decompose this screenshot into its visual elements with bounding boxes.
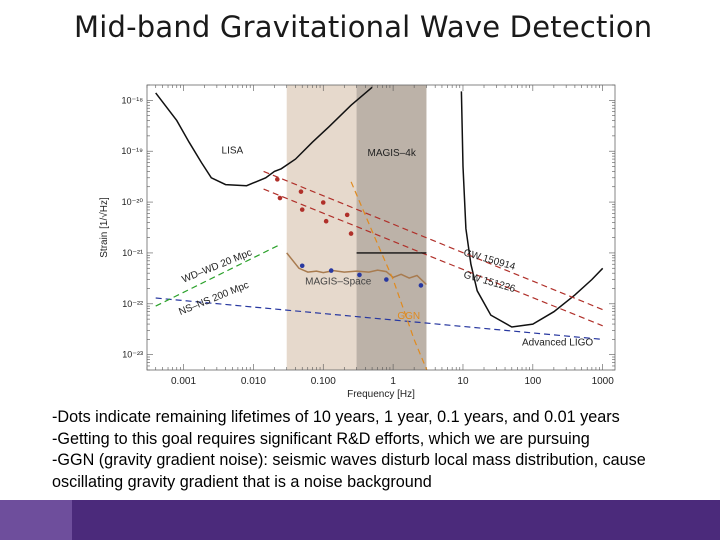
gw-150914-line (263, 170, 603, 311)
gw-151226-point (348, 231, 354, 236)
gw-151226-point (323, 218, 329, 224)
ns-ns-200-mpc-point (384, 277, 389, 282)
x-tick-label: 0.100 (311, 376, 336, 387)
magis-4k-label: MAGIS–4k (368, 148, 417, 159)
lisa-label: LISA (222, 146, 244, 157)
gw-151226-point (299, 207, 305, 212)
y-tick-label: 10⁻²² (122, 299, 143, 309)
magis-space-line (286, 252, 427, 286)
note-line-3: -GGN (gravity gradient noise): seismic w… (52, 451, 646, 469)
plot-frame (146, 84, 616, 371)
slide-notes: -Dots indicate remaining lifetimes of 10… (52, 407, 717, 493)
slide-title: Mid-band Gravitational Wave Detection (74, 10, 653, 44)
ns-ns-200-mpc-point (299, 263, 305, 269)
y-tick-label: 10⁻¹⁹ (121, 146, 143, 156)
wd-wd-20-mpc-line (155, 243, 282, 307)
x-tick-label: 100 (524, 376, 541, 387)
y-tick-label: 10⁻²³ (122, 350, 143, 360)
advanced-ligo-line (460, 91, 604, 328)
note-line-1: -Dots indicate remaining lifetimes of 10… (52, 408, 620, 426)
y-tick-label: 10⁻²¹ (122, 248, 143, 258)
note-line-2: -Getting to this goal requires significa… (52, 429, 590, 448)
lisa-line (155, 86, 373, 187)
footer-accent (0, 500, 72, 540)
advanced-ligo-label: Advanced LIGO (522, 338, 593, 349)
x-axis-label: Frequency [Hz] (347, 389, 415, 400)
footer-bar (0, 500, 720, 540)
gw-150914-point (320, 200, 326, 205)
y-tick-label: 10⁻²⁰ (122, 197, 144, 207)
y-axis-label: Strain [1/√Hz] (98, 197, 110, 258)
magis-space-label: MAGIS–Space (305, 276, 372, 287)
gw-150914-point (344, 212, 350, 218)
gw-151226-line (263, 188, 603, 327)
ns-ns-200-mpc-point (328, 268, 334, 273)
gw-151226-point (277, 195, 283, 201)
strain-sensitivity-chart: 0.001 0.010 0.100 1 10 100 1000 10⁻²³ 10⁻²² 10⁻²¹… (98, 84, 616, 400)
x-tick-label: 1000 (592, 376, 615, 387)
x-tick-label: 10 (457, 376, 469, 387)
ggn-label: GGN (397, 311, 420, 322)
gw-150914-point (298, 189, 304, 194)
ns-ns-200-mpc-point (418, 283, 424, 288)
x-tick-label: 0.001 (171, 376, 196, 387)
note-line-4: oscillating gravity gradient that is a n… (52, 472, 432, 491)
ns-ns-200-mpc-point (357, 272, 362, 278)
y-tick-label: 10⁻¹⁸ (121, 95, 143, 105)
magis-4k-band (356, 85, 427, 370)
gw-150914-point (275, 177, 280, 182)
x-tick-label: 0.010 (241, 376, 266, 387)
ns-ns-200-mpc-line (155, 297, 603, 340)
x-tick-label: 1 (390, 376, 396, 387)
